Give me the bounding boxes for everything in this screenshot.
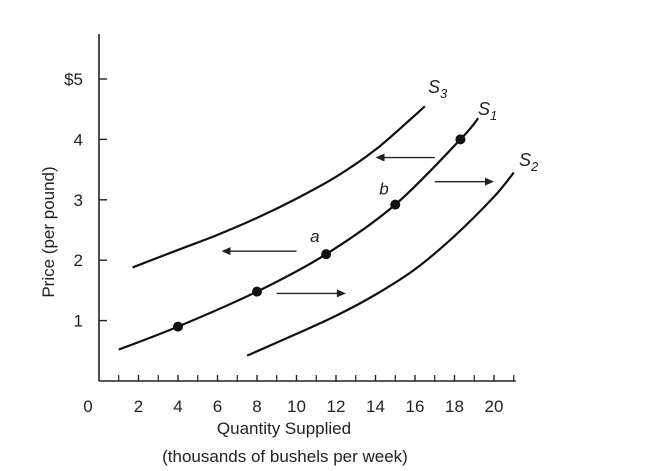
x-tick-label: 20 xyxy=(485,397,504,416)
y-tick-label: 2 xyxy=(74,251,83,270)
curve-label-s2: S2 xyxy=(519,150,539,174)
point-b xyxy=(390,199,401,210)
supply-curves: S3 S1 S2 xyxy=(118,77,539,357)
x-tick-label: 2 xyxy=(134,397,143,416)
supply-curve-s1 xyxy=(118,117,480,351)
data-point xyxy=(252,286,262,297)
x-tick-label: 6 xyxy=(213,397,222,416)
point-a xyxy=(321,249,332,260)
shift-arrow xyxy=(276,289,346,298)
point-label-b: b xyxy=(379,180,388,199)
x-tick-label: 8 xyxy=(252,397,261,416)
point-label-a: a xyxy=(310,227,319,246)
x-tick-label: 12 xyxy=(327,397,346,416)
curve-label-s1: S1 xyxy=(478,99,497,123)
x-tick-label: 16 xyxy=(406,397,425,416)
x-axis-title: Quantity Supplied xyxy=(217,419,351,438)
data-point xyxy=(173,321,183,332)
chart-axes xyxy=(98,34,516,382)
x-tick-label: 10 xyxy=(287,397,306,416)
x-tick-label: 4 xyxy=(173,397,182,416)
y-tick-label: 4 xyxy=(74,130,83,149)
data-points: ab xyxy=(173,134,466,332)
y-axis-title: Price (per pound) xyxy=(39,166,58,297)
x-tick-label: 18 xyxy=(445,397,464,416)
x-tick-label: 14 xyxy=(366,397,385,416)
y-tick-label: 3 xyxy=(74,191,83,210)
origin-label: 0 xyxy=(83,397,92,416)
y-tick-label: 1 xyxy=(74,312,83,331)
supply-curve-s2 xyxy=(246,171,515,357)
data-point xyxy=(455,134,466,145)
shift-arrow xyxy=(221,247,297,256)
shift-arrow xyxy=(375,153,435,162)
x-axis-subtitle: (thousands of bushels per week) xyxy=(162,447,408,466)
shift-arrow xyxy=(434,177,494,186)
y-tick-label: $5 xyxy=(64,70,83,89)
supply-curve-s3 xyxy=(132,105,426,269)
curve-label-s3: S3 xyxy=(428,77,448,101)
shift-arrows xyxy=(221,153,494,298)
